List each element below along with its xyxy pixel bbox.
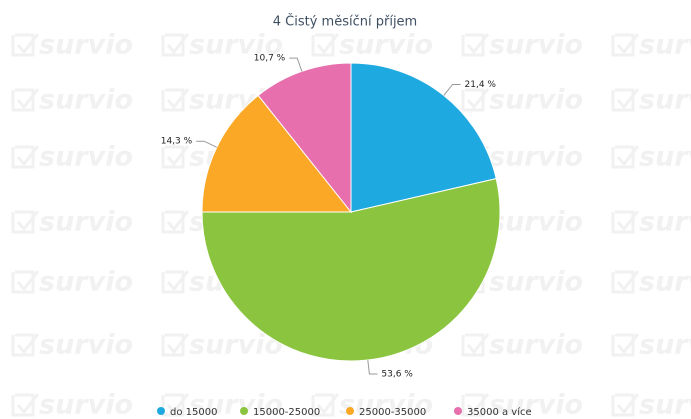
watermark-icon <box>161 88 190 112</box>
watermark-icon <box>611 393 640 417</box>
watermark-icon <box>161 145 190 169</box>
legend-label: do 15000 <box>170 407 217 418</box>
watermark-text: survio <box>639 142 691 173</box>
legend-marker <box>157 407 165 415</box>
watermark-icon <box>311 393 340 417</box>
watermark-icon <box>161 210 190 234</box>
legend-marker <box>346 407 354 415</box>
legend-label: 35000 a více <box>467 406 532 418</box>
watermark-text: survio <box>489 142 583 173</box>
watermark-text: survio <box>639 85 691 116</box>
watermark-text: survio <box>489 30 583 61</box>
watermark-text: survio <box>639 207 691 238</box>
pie: 21,4 % 53,6 % 14,3 % 10,7 % <box>161 54 501 379</box>
watermark-icon <box>11 333 40 357</box>
watermark-icon <box>611 333 640 357</box>
watermark-text: survio <box>639 330 691 361</box>
data-label: 14,3 % <box>161 137 193 147</box>
watermark-icon <box>611 145 640 169</box>
legend-label: 25000-35000 <box>359 407 426 418</box>
watermark-icon <box>461 333 490 357</box>
watermark-icon <box>161 333 190 357</box>
watermark-icon <box>461 393 490 417</box>
watermark-icon <box>461 33 490 57</box>
watermark-icon <box>311 33 340 57</box>
watermark-text: survio <box>39 85 133 116</box>
watermark-icon <box>161 33 190 57</box>
leader-line <box>443 83 461 96</box>
watermark-icon <box>461 88 490 112</box>
watermark-icon <box>611 88 640 112</box>
data-label: 53,6 % <box>381 369 413 379</box>
watermark-icon <box>11 88 40 112</box>
watermark-text: survio <box>39 142 133 173</box>
watermark-text: survio <box>339 390 433 419</box>
pie-slice <box>257 62 352 214</box>
watermark-icon <box>11 210 40 234</box>
leader-line <box>196 140 218 148</box>
watermark-icon <box>11 145 40 169</box>
watermark-icon <box>611 33 640 57</box>
watermark-text: survio <box>489 207 583 238</box>
watermark-text: survio <box>39 207 133 238</box>
leader-line <box>367 359 378 375</box>
watermark-text: survio <box>639 30 691 61</box>
legend-marker <box>454 407 462 415</box>
watermark-text: survio <box>489 390 583 419</box>
pie-slice <box>201 94 353 213</box>
leader-line <box>289 57 303 72</box>
watermark-text: survio <box>39 390 133 419</box>
watermark-text: survio <box>639 267 691 298</box>
watermark-icon <box>11 270 40 294</box>
legend-label: 15000-25000 <box>253 407 320 418</box>
watermark-text: survio <box>39 30 133 61</box>
watermark-text: survio <box>189 390 283 419</box>
watermark-text: survio <box>489 85 583 116</box>
watermark-text: survio <box>489 267 583 298</box>
chart-title: 4 Čistý měsíční příjem <box>273 14 417 30</box>
watermark-text: survio <box>339 30 433 61</box>
legend: do 15000 15000-25000 25000-35000 35000 a ví… <box>157 406 532 418</box>
data-label: 21,4 % <box>465 80 497 90</box>
watermark-text: survio <box>489 330 583 361</box>
watermark-text: survio <box>189 30 283 61</box>
watermark-icon <box>161 270 190 294</box>
watermark-icon <box>11 393 40 417</box>
legend-marker <box>240 407 248 415</box>
watermark-icon <box>611 210 640 234</box>
watermark-text: survio <box>639 390 691 419</box>
data-label: 10,7 % <box>254 54 286 64</box>
watermark-icon <box>11 33 40 57</box>
pie-slice <box>350 62 497 213</box>
watermark-icon <box>611 270 640 294</box>
watermark-text: survio <box>39 267 133 298</box>
watermark-text: survio <box>39 330 133 361</box>
